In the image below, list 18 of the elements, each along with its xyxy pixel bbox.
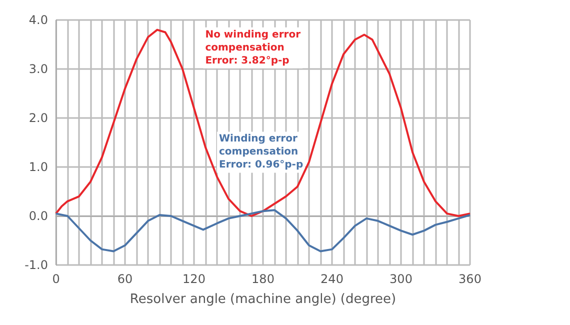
y-tick-label: 0.0 (28, 209, 48, 223)
annotation: Winding error compensation Error: 0.96°p-p (219, 134, 304, 171)
x-tick-label: 0 (52, 272, 60, 286)
y-tick-label: 3.0 (28, 62, 48, 76)
line-series (55, 28, 471, 217)
y-tick-label: 4.0 (28, 13, 48, 27)
x-tick-label: 60 (117, 272, 133, 286)
x-axis-title: Resolver angle (machine angle) (degree) (130, 292, 396, 307)
y-tick-label: 1.0 (28, 160, 48, 174)
y-tick-label: -1.0 (24, 258, 48, 272)
x-tick-label: 180 (252, 272, 274, 286)
x-tick-label: 120 (182, 272, 206, 286)
annotation: No winding error compensation Error: 3.82°p-p (205, 29, 301, 66)
y-tick-label: 2.0 (28, 111, 48, 125)
x-tick-label: 360 (458, 272, 482, 286)
x-tick-label: 300 (390, 272, 412, 286)
x-tick-label: 240 (320, 272, 344, 286)
line-series (55, 209, 471, 252)
